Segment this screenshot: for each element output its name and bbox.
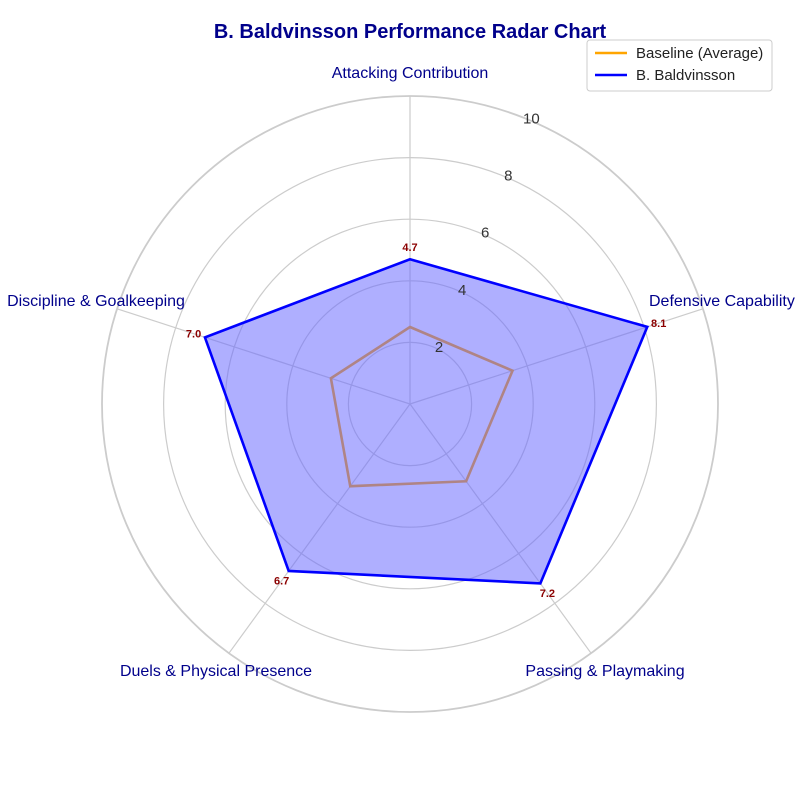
axis-label: Attacking Contribution: [332, 65, 489, 82]
label-layer: 2 4 6 8 10 4.7 8.1 7.2 6.7 7.0 Attacking Contribut…: [7, 65, 795, 680]
radial-tick-label: 2: [435, 339, 443, 356]
axis-label: Duels & Physical Presence: [120, 663, 312, 680]
data-label: 7.0: [186, 329, 201, 341]
data-label: 6.7: [274, 576, 289, 588]
legend-label-baseline: Baseline (Average): [636, 45, 763, 62]
data-label: 7.2: [540, 588, 555, 600]
legend: Baseline (Average) B. Baldvinsson: [586, 39, 773, 92]
circular-gridline: [101, 95, 719, 713]
axis-label: Discipline & Goalkeeping: [7, 293, 185, 310]
series-layer: [203, 257, 650, 585]
radial-tick-label: 8: [504, 168, 512, 185]
data-label: 4.7: [402, 242, 417, 254]
circular-gridline: [163, 157, 657, 651]
chart-title: B. Baldvinsson Performance Radar Chart: [214, 21, 607, 43]
radial-tick-label: 6: [481, 225, 489, 242]
legend-box: [586, 39, 773, 92]
series-player-polygon: [203, 257, 650, 585]
axis-label: Defensive Capability: [649, 293, 795, 310]
legend-label-player: B. Baldvinsson: [636, 67, 735, 84]
radial-tick-label: 4: [458, 282, 466, 299]
axis-label: Passing & Playmaking: [525, 663, 684, 680]
data-label: 8.1: [651, 318, 666, 330]
radial-tick-label: 10: [523, 110, 540, 127]
